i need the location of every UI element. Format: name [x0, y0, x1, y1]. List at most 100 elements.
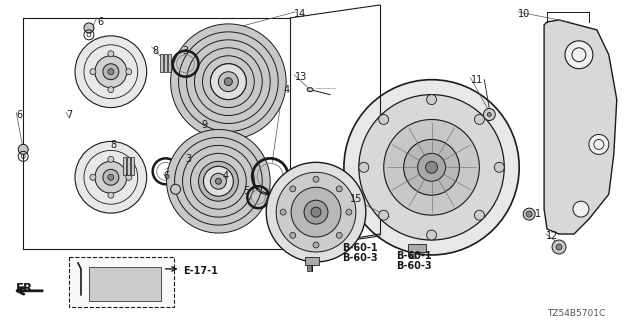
Text: TZ54B5701C: TZ54B5701C	[547, 309, 605, 318]
Bar	[305, 257, 319, 265]
Circle shape	[108, 174, 114, 180]
Text: 4: 4	[283, 85, 289, 95]
Circle shape	[225, 78, 232, 86]
Circle shape	[313, 242, 319, 248]
Circle shape	[95, 56, 127, 88]
Circle shape	[266, 162, 366, 262]
Circle shape	[108, 51, 114, 57]
Circle shape	[211, 64, 246, 100]
Circle shape	[75, 141, 147, 213]
Circle shape	[108, 156, 114, 162]
Bar	[168, 54, 171, 72]
Text: 5: 5	[243, 186, 250, 196]
Circle shape	[126, 69, 132, 75]
Text: 14: 14	[294, 9, 307, 19]
Circle shape	[565, 41, 593, 69]
Text: 15: 15	[350, 194, 362, 204]
Circle shape	[384, 119, 479, 215]
Circle shape	[573, 201, 589, 217]
Text: 1: 1	[535, 209, 541, 219]
Text: B-60-1: B-60-1	[396, 251, 431, 261]
Bar	[408, 244, 426, 252]
Circle shape	[218, 72, 238, 92]
Circle shape	[556, 244, 562, 250]
Circle shape	[216, 178, 221, 184]
Bar	[159, 54, 163, 72]
Text: B-60-1: B-60-1	[342, 243, 378, 253]
Circle shape	[359, 95, 504, 240]
Circle shape	[108, 69, 114, 75]
Circle shape	[494, 162, 504, 172]
Text: B-60-3: B-60-3	[396, 261, 431, 271]
Text: 6: 6	[16, 109, 22, 120]
Circle shape	[95, 161, 127, 193]
Bar	[123, 157, 126, 175]
Circle shape	[336, 186, 342, 192]
Circle shape	[84, 23, 94, 33]
Text: 3: 3	[182, 46, 189, 56]
Circle shape	[487, 113, 492, 116]
Polygon shape	[544, 20, 617, 234]
Circle shape	[171, 24, 286, 140]
Text: 6: 6	[164, 171, 170, 181]
Circle shape	[290, 232, 296, 238]
Circle shape	[291, 187, 341, 237]
Circle shape	[474, 210, 484, 220]
Circle shape	[108, 87, 114, 92]
Bar	[69, 257, 173, 307]
Circle shape	[336, 232, 342, 238]
Circle shape	[290, 186, 296, 192]
Circle shape	[90, 174, 96, 180]
Text: 9: 9	[202, 119, 207, 130]
Circle shape	[198, 161, 238, 201]
Polygon shape	[89, 267, 161, 301]
Bar	[307, 265, 311, 271]
Circle shape	[304, 200, 328, 224]
Ellipse shape	[307, 88, 313, 92]
Circle shape	[483, 108, 495, 121]
Text: 12: 12	[546, 231, 559, 241]
Circle shape	[344, 80, 519, 255]
Bar	[164, 54, 166, 72]
Text: 4: 4	[222, 171, 228, 181]
Circle shape	[359, 162, 369, 172]
Circle shape	[171, 184, 180, 194]
Text: 7: 7	[66, 109, 72, 120]
Circle shape	[18, 144, 28, 154]
Circle shape	[552, 240, 566, 254]
Text: 6: 6	[97, 17, 103, 27]
Circle shape	[379, 115, 388, 124]
Text: 11: 11	[472, 75, 484, 85]
Circle shape	[404, 140, 460, 195]
Circle shape	[526, 211, 532, 217]
Circle shape	[211, 64, 246, 100]
Circle shape	[418, 153, 445, 181]
Circle shape	[75, 36, 147, 108]
Circle shape	[313, 176, 319, 182]
Circle shape	[589, 134, 609, 154]
Bar	[410, 252, 415, 258]
Text: FR.: FR.	[16, 282, 38, 295]
Circle shape	[108, 192, 114, 198]
Circle shape	[211, 173, 227, 189]
Circle shape	[427, 230, 436, 240]
Circle shape	[126, 174, 132, 180]
Circle shape	[379, 210, 388, 220]
Text: 10: 10	[518, 9, 531, 19]
Text: B-60-3: B-60-3	[342, 253, 378, 263]
Circle shape	[204, 166, 234, 196]
Text: 3: 3	[186, 154, 191, 164]
Circle shape	[426, 161, 438, 173]
Circle shape	[103, 169, 119, 185]
Circle shape	[166, 130, 270, 233]
Bar	[131, 157, 134, 175]
Text: 8: 8	[111, 140, 117, 150]
Circle shape	[103, 64, 119, 80]
Circle shape	[90, 69, 96, 75]
Circle shape	[311, 207, 321, 217]
Text: E-17-1: E-17-1	[184, 266, 218, 276]
Circle shape	[276, 172, 356, 252]
Text: 13: 13	[295, 72, 307, 82]
Bar	[127, 157, 130, 175]
Circle shape	[346, 209, 352, 215]
